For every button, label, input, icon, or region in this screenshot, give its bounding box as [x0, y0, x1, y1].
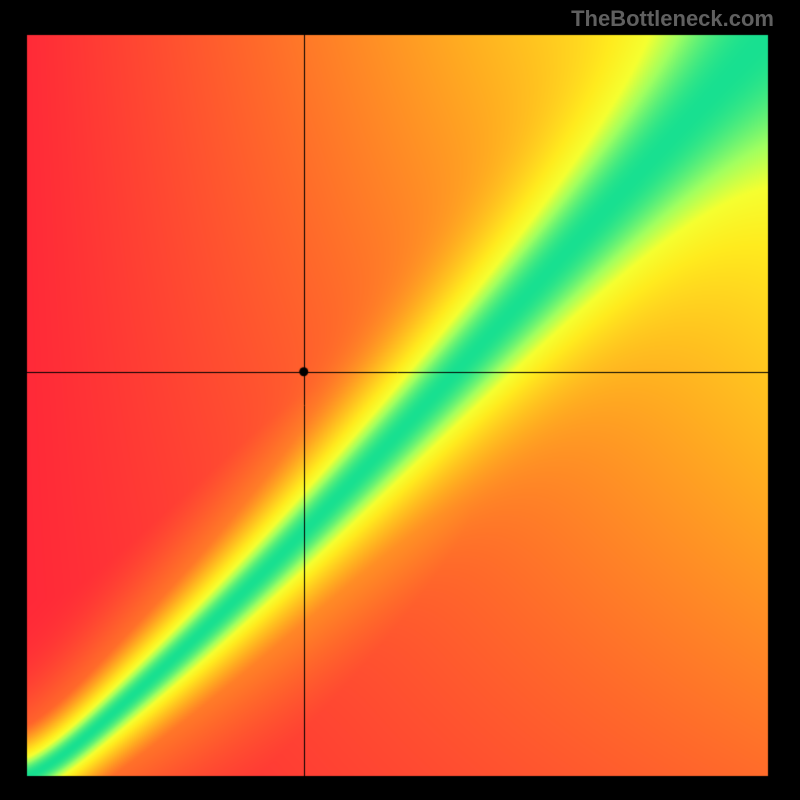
- bottleneck-heatmap: [0, 0, 800, 800]
- watermark-text: TheBottleneck.com: [571, 6, 774, 32]
- chart-container: TheBottleneck.com: [0, 0, 800, 800]
